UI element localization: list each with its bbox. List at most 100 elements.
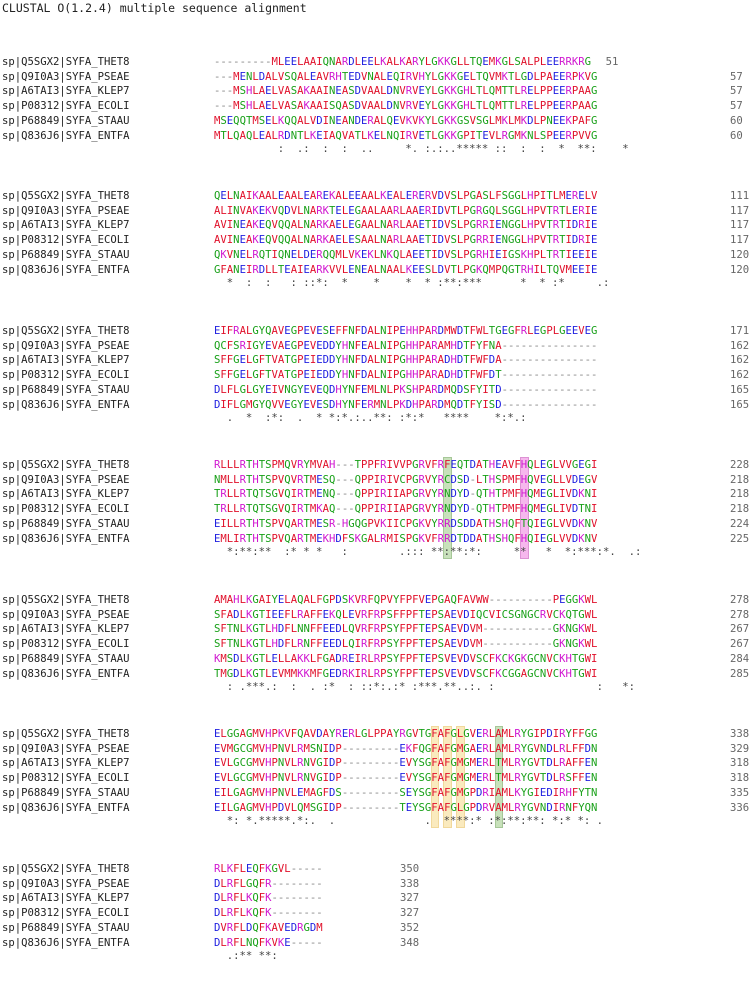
sequence-residues: DLFLGLGYEIVNGYEVEQDHYNFEMLNLPKSHPARDMQDS… <box>214 383 598 396</box>
sequence-residues: EILGAGMVHPDVLQMSGIDP---------TEYSGFAFGLG… <box>214 801 598 814</box>
sequence-name: sp|A6TAI3|SYFA_KLEP7 <box>2 623 130 636</box>
position-number: 162 <box>730 369 750 382</box>
position-number: 284 <box>730 652 750 665</box>
sequence-name: sp|Q836J6|SYFA_ENTFA <box>2 936 130 949</box>
position-number: 218 <box>730 488 750 501</box>
sequence-name: sp|Q836J6|SYFA_ENTFA <box>2 398 130 411</box>
position-number: 51 <box>605 56 619 68</box>
position-number: 336 <box>730 801 750 814</box>
sequence-residues: RLLLRTHTSPMQVRYMVAH---TPPFRIVVPGRVFRFEQT… <box>214 459 598 471</box>
sequence-name: sp|Q9I0A3|SYFA_PSEAE <box>2 877 130 890</box>
sequence-name: sp|Q5SGX2|SYFA_THET8 <box>2 594 130 606</box>
sequence-residues: TRLLRTQTSGVQIRTMKAQ---QPPIRIIAPGRVYRNDYD… <box>214 503 598 516</box>
position-number: 352 <box>400 921 420 934</box>
column-highlight <box>494 726 503 829</box>
sequence-residues: GFANEIRDLLTEAIEARKVVLENEALNAALKEESLDVTLP… <box>214 263 598 276</box>
sequence-residues: KMSDLKGTLELLAKKLFGADREIRLRPSYFPFTEPSVEVD… <box>214 652 598 665</box>
position-number: 120 <box>730 248 750 261</box>
consensus-line: *: *.*****.*:. . . ****:* :*:**:**: *:* … <box>214 815 604 828</box>
sequence-name: sp|Q836J6|SYFA_ENTFA <box>2 263 130 276</box>
consensus-line: * : : : ::*: * * * * :**:*** * * :* .: <box>214 277 610 290</box>
sequence-residues: MTLQAQLEALRDNTLKEIAQVATLKELNQIRVETLGKKGP… <box>214 129 598 142</box>
sequence-name: sp|Q5SGX2|SYFA_THET8 <box>2 728 130 740</box>
consensus-line: .:** **: <box>214 950 278 963</box>
sequence-name: sp|P68849|SYFA_STAAU <box>2 921 130 934</box>
consensus-line: . * :*: . * *:*.:..**: :*:* **** *:*.: <box>214 412 527 425</box>
sequence-name: sp|A6TAI3|SYFA_KLEP7 <box>2 488 130 501</box>
position-number: 117 <box>730 219 750 232</box>
consensus-line: : .: : : .. *. :.:..***** :: : : * **: * <box>214 143 629 156</box>
position-number: 338 <box>730 728 750 740</box>
position-number: 348 <box>400 936 420 949</box>
sequence-residues: DIFLGMGYQVVEGYEVESDHYNFERMNLPKDHPARDMQDT… <box>214 398 598 411</box>
position-number: 57 <box>730 100 743 113</box>
position-number: 318 <box>730 757 750 770</box>
position-number: 267 <box>730 623 750 636</box>
position-number: 162 <box>730 354 750 367</box>
sequence-name: sp|P08312|SYFA_ECOLI <box>2 369 130 382</box>
position-number: 60 <box>730 114 743 127</box>
sequence-name: sp|Q9I0A3|SYFA_PSEAE <box>2 70 130 83</box>
sequence-name: sp|Q9I0A3|SYFA_PSEAE <box>2 339 130 352</box>
sequence-name: sp|A6TAI3|SYFA_KLEP7 <box>2 354 130 367</box>
sequence-name: sp|Q836J6|SYFA_ENTFA <box>2 532 130 545</box>
sequence-residues: QCFSRIGYEVAEGPEVEDDYHNFEALNIPGHHPARAMHDT… <box>214 339 598 352</box>
sequence-residues: DVRFLDQFKAVEDRGDM <box>214 921 323 934</box>
sequence-name: sp|P68849|SYFA_STAAU <box>2 786 130 799</box>
sequence-residues: ---MENLDALVSQALEAVRHTEDVNALEQIRVHYLGKKGE… <box>214 70 598 83</box>
sequence-name: sp|P68849|SYFA_STAAU <box>2 383 130 396</box>
position-number: 225 <box>730 532 750 545</box>
column-highlight <box>520 457 529 560</box>
sequence-residues: AVINEAKEQVQQALNARKAELESAALNARLAAETIDVSLP… <box>214 234 598 247</box>
sequence-residues: EMLIRTHTSPVQARTMEKHDFSKGALRMISPGKVFRRDTD… <box>214 532 598 545</box>
position-number: 278 <box>730 594 750 606</box>
sequence-name: sp|P08312|SYFA_ECOLI <box>2 100 130 113</box>
position-number: 120 <box>730 263 750 276</box>
position-number: 327 <box>400 907 420 920</box>
sequence-name: sp|P08312|SYFA_ECOLI <box>2 234 130 247</box>
position-number: 335 <box>730 786 750 799</box>
alignment-title: CLUSTAL O(1.2.4) multiple sequence align… <box>2 1 307 15</box>
sequence-name: sp|P68849|SYFA_STAAU <box>2 652 130 665</box>
position-number: 285 <box>730 667 750 680</box>
sequence-name: sp|P08312|SYFA_ECOLI <box>2 638 130 651</box>
position-number: 171 <box>730 325 750 337</box>
sequence-name: sp|Q836J6|SYFA_ENTFA <box>2 667 130 680</box>
sequence-name: sp|Q9I0A3|SYFA_PSEAE <box>2 473 130 486</box>
position-number: 218 <box>730 473 750 486</box>
position-number: 338 <box>400 877 420 890</box>
position-number: 267 <box>730 638 750 651</box>
sequence-name: sp|P68849|SYFA_STAAU <box>2 114 130 127</box>
sequence-name: sp|Q5SGX2|SYFA_THET8 <box>2 190 130 202</box>
sequence-residues: EVLGCGMVHPNVLRNVGIDP---------EVYSGFAFGMG… <box>214 772 598 785</box>
sequence-residues: EVMGCGMVHPNVLRMSNIDP---------EKFQGFAFGMG… <box>214 742 598 755</box>
column-highlight <box>443 457 452 560</box>
sequence-residues: SFFGELGFTVATGPEIEDDYHNFDALNIPGHHPARADHDT… <box>214 354 598 367</box>
sequence-residues: QKVNELRQTIQNELDERQQMLVKEKLNKQLAEETIDVSLP… <box>214 248 598 261</box>
sequence-name: sp|A6TAI3|SYFA_KLEP7 <box>2 219 130 232</box>
sequence-residues: DLRFLKQFK-------- <box>214 907 323 920</box>
position-number: 117 <box>730 234 750 247</box>
sequence-residues: DLRFLKQFK-------- <box>214 892 323 905</box>
sequence-residues: DLRFLNQFKVKE----- <box>214 936 323 949</box>
sequence-residues: ALINVAKEKVQDVLNARKTELEGAALAARLAAERIDVTLP… <box>214 204 598 217</box>
sequence-name: sp|P08312|SYFA_ECOLI <box>2 772 130 785</box>
sequence-residues: EIFRALGYQAVEGPEVESEFFNFDALNIPEHHPARDMWDT… <box>214 325 598 337</box>
sequence-residues: AVINEAKEQVQQALNARKAELEGAALNARLAAETIDVSLP… <box>214 219 598 232</box>
column-highlight <box>443 726 452 829</box>
sequence-residues: RLKFLEQFKGVL----- <box>214 863 323 875</box>
sequence-name: sp|A6TAI3|SYFA_KLEP7 <box>2 892 130 905</box>
sequence-name: sp|P68849|SYFA_STAAU <box>2 517 130 530</box>
sequence-name: sp|A6TAI3|SYFA_KLEP7 <box>2 85 130 98</box>
column-highlight <box>456 726 465 829</box>
sequence-residues: SFTNLKGTLHDFLRNFFEEDLQIRFRPSYFPFTEPSAEVD… <box>214 638 598 651</box>
sequence-residues: ELGGAGMVHPKVFQAVDAYRERLGLPPAYRGVTGFAFGLG… <box>214 728 598 740</box>
sequence-residues: ---MSHLAELVASAKAAINEASDVAALDNVRVEYLGKKGH… <box>214 85 598 98</box>
sequence-residues: QELNAIKAALEAALEAREKALEEAALKEALERERVDVSLP… <box>214 190 598 202</box>
position-number: 224 <box>730 517 750 530</box>
sequence-name: sp|P08312|SYFA_ECOLI <box>2 907 130 920</box>
position-number: 329 <box>730 742 750 755</box>
sequence-name: sp|Q5SGX2|SYFA_THET8 <box>2 325 130 337</box>
sequence-residues: MSEQQTMSELKQQALVDINEANDERALQEVKVKYLGKKGS… <box>214 114 598 127</box>
position-number: 165 <box>730 383 750 396</box>
